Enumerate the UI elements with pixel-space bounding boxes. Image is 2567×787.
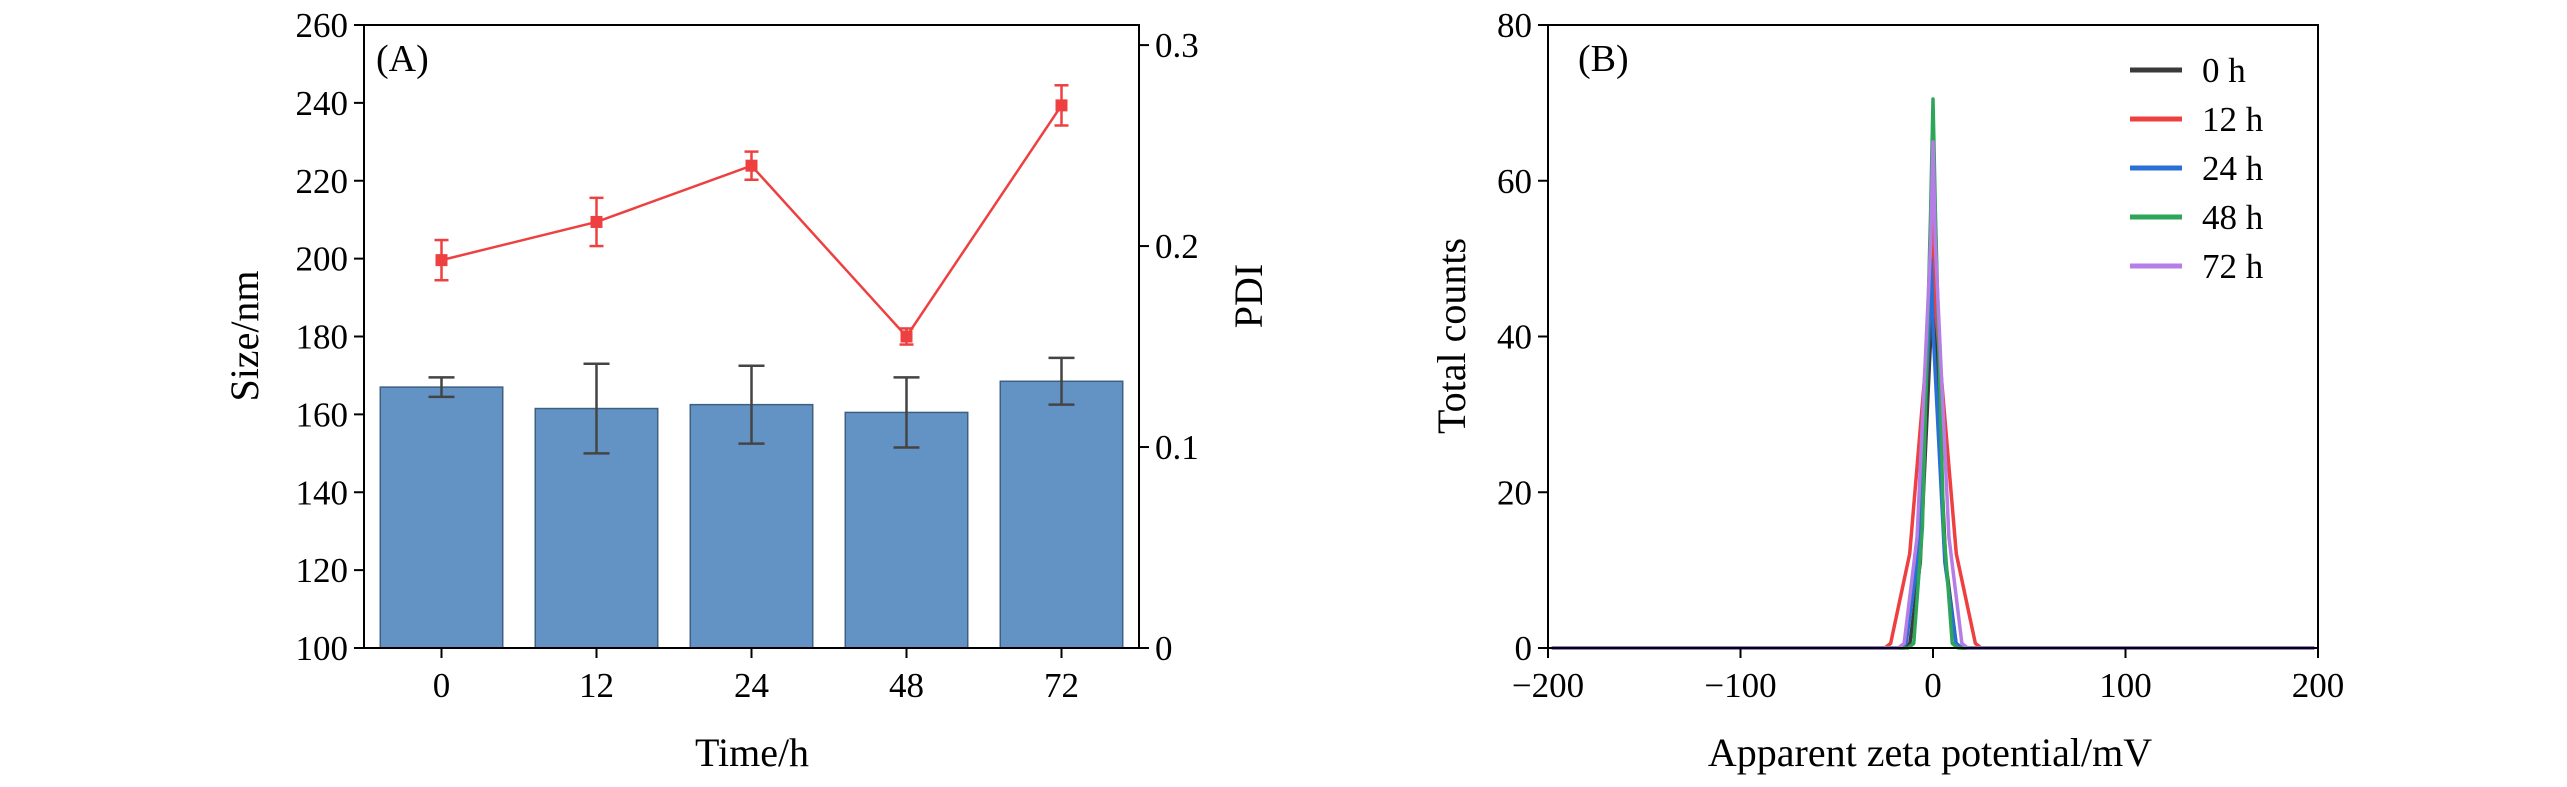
a-bar-errorbars-group — [428, 356, 1075, 455]
a-left-tick-label: 180 — [296, 318, 349, 357]
b-y-axis-ticks: 0 20 40 60 80 — [1497, 6, 1548, 668]
b-legend: 0 h 12 h 24 h 48 h 72 h — [2130, 51, 2264, 286]
legend-label: 12 h — [2202, 100, 2264, 139]
b-y-axis-title: Total counts — [1429, 238, 1474, 434]
pdi-marker — [1055, 99, 1068, 112]
legend-label: 24 h — [2202, 149, 2264, 188]
a-left-axis-ticks: 100 120 140 160 180 200 220 240 260 — [296, 6, 364, 668]
b-curves-group — [1551, 97, 2315, 650]
a-x-tick-label: 48 — [889, 666, 924, 705]
b-y-tick-label: 40 — [1497, 318, 1532, 357]
a-left-tick-label: 260 — [296, 6, 349, 45]
pdi-line — [441, 104, 1063, 339]
b-x-tick-label: 200 — [2292, 666, 2345, 705]
a-x-tick-label: 72 — [1044, 666, 1079, 705]
a-left-tick-label: 140 — [296, 473, 349, 512]
b-panel-label: (B) — [1578, 38, 1629, 80]
a-right-tick-label: 0.1 — [1155, 428, 1199, 467]
b-y-tick-label: 0 — [1515, 629, 1533, 668]
zeta-curve — [1551, 140, 2315, 650]
zeta-curve — [1551, 217, 2315, 650]
pdi-marker — [435, 254, 448, 267]
a-left-tick-label: 100 — [296, 629, 349, 668]
b-x-axis-ticks: −200 −100 0 100 200 — [1512, 648, 2344, 705]
a-right-tick-label: 0.2 — [1155, 227, 1199, 266]
b-x-tick-label: 0 — [1924, 666, 1942, 705]
a-y2-axis-title: PDI — [1226, 264, 1271, 328]
size-bar — [844, 411, 969, 649]
a-x-axis-title: Time/h — [695, 730, 809, 775]
size-bar — [379, 386, 504, 649]
a-left-tick-label: 200 — [296, 240, 349, 279]
a-panel-label: (A) — [376, 38, 429, 80]
zeta-curve — [1551, 97, 2315, 650]
a-y-axis-title: Size/nm — [222, 270, 267, 401]
a-left-tick-label: 220 — [296, 162, 349, 201]
b-x-tick-label: −200 — [1512, 666, 1584, 705]
size-bar — [999, 380, 1124, 649]
b-x-tick-label: 100 — [2099, 666, 2152, 705]
b-y-tick-label: 80 — [1497, 6, 1532, 45]
a-left-tick-label: 160 — [296, 395, 349, 434]
b-x-tick-label: −100 — [1704, 666, 1776, 705]
a-left-tick-label: 240 — [296, 84, 349, 123]
pdi-marker — [745, 159, 758, 172]
a-left-tick-label: 120 — [296, 551, 349, 590]
b-x-axis-title: Apparent zeta potential/mV — [1708, 730, 2152, 775]
pdi-marker — [900, 330, 913, 343]
b-y-tick-label: 20 — [1497, 473, 1532, 512]
pdi-marker — [590, 215, 603, 228]
a-right-tick-label: 0.3 — [1155, 26, 1199, 65]
a-x-tick-label: 12 — [579, 666, 614, 705]
legend-label: 72 h — [2202, 247, 2264, 286]
b-y-tick-label: 60 — [1497, 162, 1532, 201]
legend-label: 48 h — [2202, 198, 2264, 237]
a-x-tick-label: 0 — [433, 666, 451, 705]
a-x-axis-ticks: 0 12 24 48 72 — [433, 648, 1079, 705]
legend-label: 0 h — [2202, 51, 2246, 90]
a-right-axis-ticks: 0 0.1 0.2 0.3 — [1139, 26, 1199, 668]
zeta-curve — [1551, 256, 2315, 650]
panel-b-chart: 0 20 40 60 80 −200 −100 0 100 200 0 h 12 h 24 h 48 … — [1429, 6, 2344, 775]
a-pdi-line-group — [434, 84, 1069, 346]
a-right-tick-label: 0 — [1155, 629, 1173, 668]
a-x-tick-label: 24 — [734, 666, 769, 705]
